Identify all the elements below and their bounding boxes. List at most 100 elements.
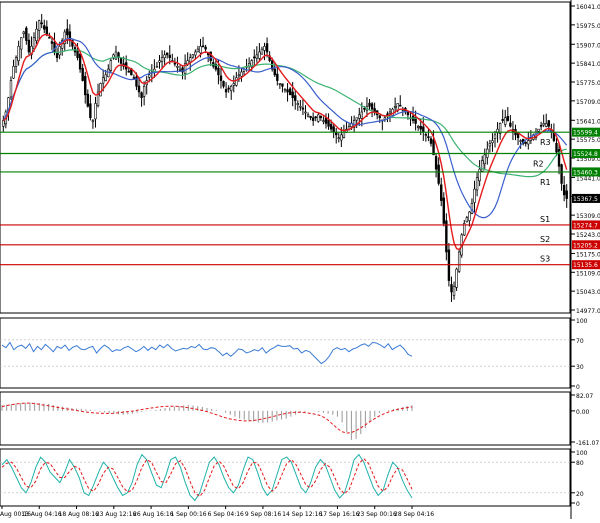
candle-body bbox=[81, 68, 84, 81]
candle-body bbox=[288, 88, 292, 96]
rsi-y-tick-label: 30 bbox=[576, 364, 584, 371]
last-price-label: 15367.5 bbox=[573, 196, 598, 203]
candle-body bbox=[306, 114, 310, 117]
ma-fast-line bbox=[2, 34, 568, 251]
level-label-r1: R1 bbox=[540, 178, 551, 187]
candle-body bbox=[311, 117, 315, 121]
candle-body bbox=[263, 45, 266, 51]
candle-body bbox=[237, 74, 241, 77]
candle-body bbox=[329, 123, 333, 130]
candle-body bbox=[332, 126, 335, 133]
candle-body bbox=[304, 111, 307, 114]
candle-body bbox=[132, 77, 136, 79]
candle-body bbox=[432, 139, 435, 156]
candle-body bbox=[55, 52, 59, 59]
candle-body bbox=[283, 88, 287, 91]
candle-body bbox=[370, 103, 374, 110]
candle-body bbox=[107, 68, 110, 78]
candle-body bbox=[286, 89, 289, 93]
candle-body bbox=[140, 92, 143, 99]
candle-body bbox=[173, 62, 177, 65]
candle-body bbox=[463, 223, 466, 236]
candle-body bbox=[63, 31, 66, 45]
level-price-label: 15524.8 bbox=[573, 151, 598, 158]
candle-body bbox=[227, 87, 230, 90]
candle-body bbox=[199, 45, 202, 54]
candle-body bbox=[142, 85, 146, 97]
candle-body bbox=[545, 123, 548, 127]
macd-signal-line bbox=[1, 402, 413, 434]
candle-body bbox=[560, 164, 563, 184]
main-y-tick-label: 14977.0 bbox=[576, 308, 600, 315]
candle-body bbox=[86, 93, 89, 107]
candle-body bbox=[504, 117, 507, 125]
candle-body bbox=[260, 48, 264, 55]
candle-body bbox=[378, 115, 381, 119]
candle-body bbox=[191, 54, 194, 58]
level-label-s2: S2 bbox=[540, 235, 550, 244]
candle-body bbox=[524, 142, 527, 144]
candle-body bbox=[127, 70, 130, 73]
candle-body bbox=[12, 65, 15, 79]
candle-body bbox=[155, 65, 159, 68]
candle-body bbox=[491, 140, 494, 144]
candle-body bbox=[48, 36, 51, 39]
candle-body bbox=[547, 120, 550, 127]
candle-body bbox=[9, 80, 13, 98]
candle-body bbox=[165, 52, 169, 56]
level-price-box bbox=[572, 167, 600, 177]
candle-body bbox=[168, 54, 171, 59]
x-tick-label: 9 Sep 08:16 bbox=[245, 511, 281, 518]
stoch-d-line bbox=[1, 457, 413, 498]
rsi-panel bbox=[0, 317, 571, 389]
candle-body bbox=[20, 37, 23, 50]
candle-body bbox=[2, 120, 5, 127]
candle-body bbox=[91, 120, 95, 123]
level-label-r2: R2 bbox=[533, 159, 544, 168]
candle-body bbox=[89, 103, 92, 119]
level-price-box bbox=[572, 220, 600, 230]
candle-body bbox=[84, 76, 87, 96]
candle-body bbox=[299, 105, 302, 108]
candle-body bbox=[358, 114, 361, 119]
last-price-box bbox=[572, 193, 600, 203]
candle-body bbox=[258, 51, 261, 59]
main-y-tick-label: 15907.0 bbox=[576, 42, 600, 49]
candle-body bbox=[537, 128, 540, 132]
stoch-y-tick-label: 80 bbox=[576, 460, 584, 467]
rsi-line bbox=[1, 341, 413, 365]
candle-body bbox=[468, 211, 471, 221]
candle-body bbox=[181, 67, 184, 73]
candle-body bbox=[71, 39, 74, 47]
candle-body bbox=[58, 45, 61, 56]
x-tick-label: 17 Sep 16:16 bbox=[319, 511, 359, 518]
rsi-y-tick-label: 0 bbox=[576, 384, 580, 391]
candle-body bbox=[335, 132, 338, 136]
x-tick-label: 1 Sep 00:16 bbox=[170, 511, 206, 518]
candle-body bbox=[194, 51, 197, 56]
main-y-tick-label: 15841.0 bbox=[576, 61, 600, 68]
candle-body bbox=[355, 117, 358, 121]
candle-body bbox=[50, 41, 54, 44]
candle-body bbox=[119, 58, 123, 64]
candle-body bbox=[527, 140, 530, 145]
macd-panel bbox=[0, 391, 571, 446]
candle-body bbox=[273, 68, 276, 76]
candle-body bbox=[406, 111, 410, 116]
candle-body bbox=[214, 63, 218, 70]
main-y-tick-label: 15175.0 bbox=[576, 251, 600, 258]
level-price-box bbox=[572, 240, 600, 250]
main-y-tick-label: 15775.0 bbox=[576, 80, 600, 87]
level-label-s1: S1 bbox=[540, 215, 550, 224]
candle-body bbox=[309, 116, 312, 119]
main-y-tick-label: 15641.0 bbox=[576, 118, 600, 125]
candle-body bbox=[204, 46, 207, 50]
candle-body bbox=[440, 184, 443, 201]
candle-body bbox=[450, 284, 453, 293]
candle-body bbox=[101, 77, 105, 84]
candle-body bbox=[475, 177, 479, 191]
candle-body bbox=[473, 188, 476, 203]
main-y-tick-label: 15109.0 bbox=[576, 270, 600, 277]
candle-body bbox=[317, 114, 320, 122]
